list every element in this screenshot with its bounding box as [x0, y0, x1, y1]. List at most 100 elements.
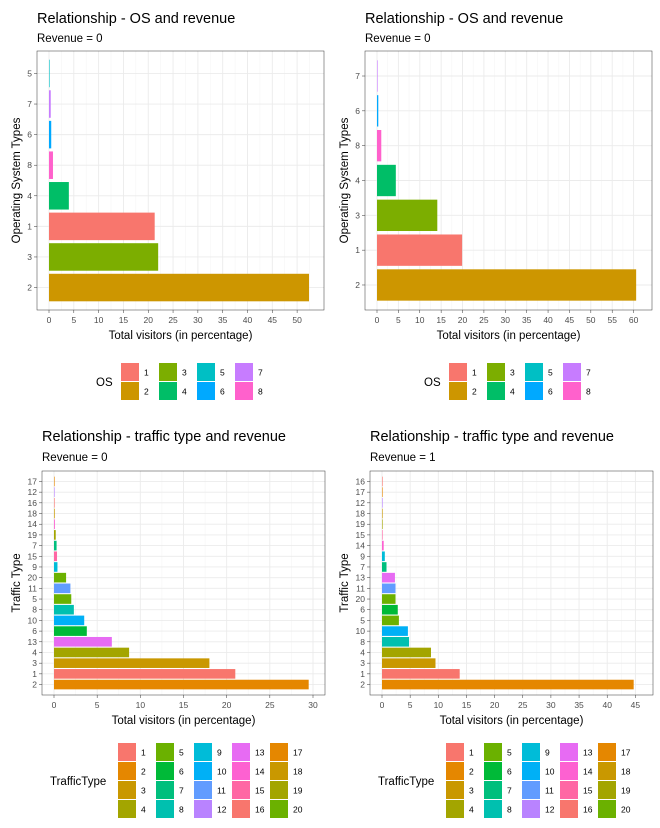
y-tick-label: 10	[28, 615, 38, 625]
legend-key-12	[194, 800, 212, 818]
legend-key-2	[446, 762, 464, 780]
legend-key-17	[598, 743, 616, 761]
y-tick-label: 14	[28, 519, 38, 529]
x-tick-label: 25	[518, 700, 528, 710]
legend-label: 4	[182, 387, 187, 397]
legend-key-1	[449, 363, 467, 381]
legend-key-3	[446, 781, 464, 799]
legend-label: 18	[293, 767, 303, 777]
bar-5	[382, 615, 399, 626]
x-tick-label: 40	[543, 315, 553, 325]
panel-border	[36, 50, 325, 311]
legend-key-2	[449, 382, 467, 400]
y-tick-label: 6	[360, 605, 365, 615]
y-tick-label: 2	[360, 680, 365, 690]
y-tick-label: 6	[355, 106, 360, 116]
legend-label: 20	[621, 805, 631, 815]
bar-1	[382, 669, 460, 679]
legend-label: 2	[141, 767, 146, 777]
bar-8	[54, 604, 74, 615]
bar-19	[382, 519, 383, 530]
bar-7	[54, 540, 57, 551]
legend-label: 19	[621, 786, 631, 796]
x-tick-label: 15	[119, 315, 129, 325]
y-tick-label: 1	[32, 669, 37, 679]
legend-title: OS	[96, 377, 113, 389]
chart-title: Relationship - OS and revenue	[37, 11, 235, 27]
bar-5	[54, 594, 72, 604]
legend-label: 4	[141, 805, 146, 815]
bar-3	[382, 658, 436, 668]
legend-key-13	[560, 743, 578, 761]
legend-key-11	[194, 781, 212, 799]
bar-20	[382, 594, 396, 604]
y-tick-label: 18	[28, 509, 38, 519]
legend-key-1	[118, 743, 136, 761]
legend-label: 16	[255, 805, 265, 815]
x-tick-label: 0	[52, 700, 57, 710]
legend-key-4	[118, 800, 136, 818]
chart-title: Relationship - traffic type and revenue	[370, 429, 614, 445]
y-tick-label: 17	[28, 476, 38, 486]
bar-6	[54, 626, 87, 636]
y-tick-label: 5	[32, 594, 37, 604]
bar-2	[377, 269, 637, 301]
legend-key-14	[232, 762, 250, 780]
bar-6	[49, 120, 52, 149]
y-tick-label: 4	[360, 647, 365, 657]
chart-panel-3: Relationship - traffic type and revenue R…	[11, 429, 326, 818]
y-tick-label: 15	[356, 530, 366, 540]
x-tick-label: 35	[522, 315, 532, 325]
y-tick-label: 3	[27, 252, 32, 262]
bar-8	[377, 129, 382, 162]
x-tick-label: 10	[94, 315, 104, 325]
y-axis-title: Traffic Type	[339, 553, 351, 612]
x-tick-label: 5	[408, 700, 413, 710]
bar-17	[54, 476, 55, 487]
legend-label: 17	[621, 748, 631, 758]
legend-label: 3	[510, 368, 515, 378]
bar-6	[382, 604, 398, 615]
y-tick-label: 13	[28, 637, 38, 647]
y-tick-label: 12	[356, 498, 366, 508]
legend-key-7	[563, 363, 581, 381]
legend-key-8	[156, 800, 174, 818]
y-tick-label: 11	[28, 583, 37, 593]
legend-label: 8	[179, 805, 184, 815]
legend-key-10	[522, 762, 540, 780]
legend-label: 8	[258, 387, 263, 397]
legend-key-18	[598, 762, 616, 780]
legend-key-19	[598, 781, 616, 799]
legend-label: 3	[182, 368, 187, 378]
x-tick-label: 5	[396, 315, 401, 325]
x-tick-label: 45	[631, 700, 641, 710]
legend-label: 4	[510, 387, 515, 397]
legend-key-9	[522, 743, 540, 761]
legend-label: 7	[179, 786, 184, 796]
x-tick-label: 10	[434, 700, 444, 710]
y-tick-label: 3	[355, 210, 360, 220]
legend-label: 2	[469, 767, 474, 777]
y-tick-label: 2	[355, 280, 360, 290]
y-tick-label: 19	[356, 519, 366, 529]
legend-key-6	[156, 762, 174, 780]
legend-label: 13	[583, 748, 593, 758]
bar-18	[382, 508, 383, 519]
bar-15	[382, 530, 383, 540]
x-tick-label: 25	[265, 700, 275, 710]
bar-4	[49, 182, 69, 210]
legend-key-8	[484, 800, 502, 818]
y-tick-label: 7	[32, 541, 37, 551]
bar-20	[54, 572, 67, 583]
y-tick-label: 8	[355, 141, 360, 151]
bar-4	[54, 647, 130, 658]
bar-7	[49, 90, 51, 118]
y-tick-label: 7	[355, 71, 360, 81]
legend-key-13	[232, 743, 250, 761]
bar-9	[382, 551, 385, 562]
legend: OS 1 2 3 4 5 6 7 8	[424, 363, 591, 400]
y-tick-label: 19	[28, 530, 38, 540]
legend-label: 9	[545, 748, 550, 758]
panel-border	[369, 470, 654, 696]
y-tick-label: 20	[356, 594, 366, 604]
